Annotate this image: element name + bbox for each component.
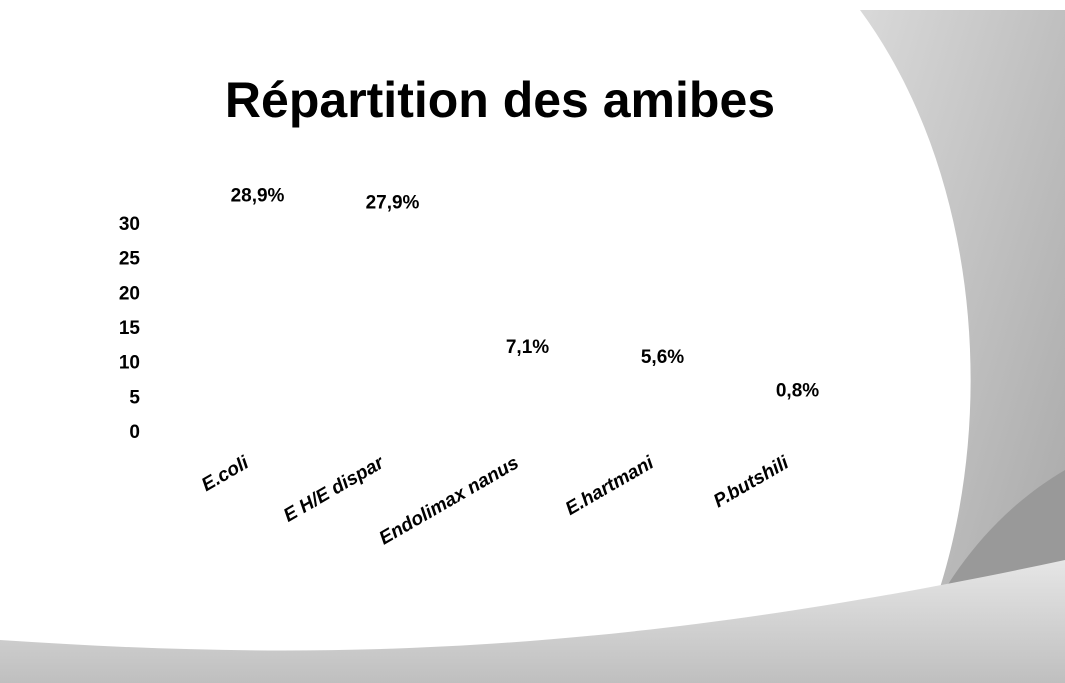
x-tick-label: Endolimax nanus <box>376 452 523 549</box>
bar <box>217 232 298 433</box>
value-label: 0,8% <box>776 380 819 401</box>
bar <box>352 239 433 433</box>
y-tick-label: 20 <box>119 283 140 304</box>
value-label: 7,1% <box>506 337 549 358</box>
bar <box>487 383 568 433</box>
value-label: 5,6% <box>641 347 684 368</box>
y-tick-label: 5 <box>129 387 140 408</box>
y-tick-label: 10 <box>119 353 140 374</box>
y-tick-label: 0 <box>129 422 140 443</box>
x-tick-label: E H/E dispar <box>280 452 389 527</box>
y-tick-label: 25 <box>119 249 141 270</box>
background-band <box>0 560 1065 683</box>
chart-title: Répartition des amibes <box>225 72 775 128</box>
y-tick-label: 15 <box>119 318 141 339</box>
x-tick-label: P.butshili <box>710 452 793 512</box>
value-label: 27,9% <box>366 193 420 214</box>
bar <box>757 427 838 433</box>
x-tick-label: E.coli <box>198 452 253 496</box>
bar <box>622 394 703 433</box>
x-tick-label: E.hartmani <box>562 452 658 520</box>
y-tick-label: 30 <box>119 214 140 235</box>
value-label: 28,9% <box>231 186 285 207</box>
